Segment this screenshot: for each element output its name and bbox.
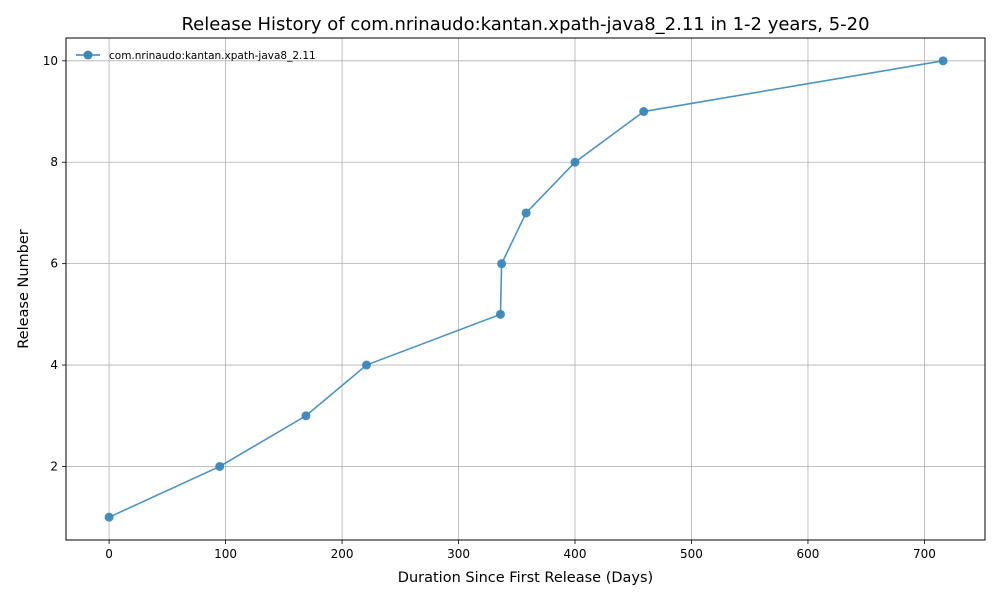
x-tick-label: 100 <box>214 547 237 561</box>
y-tick-label: 2 <box>50 459 58 473</box>
x-tick-label: 200 <box>331 547 354 561</box>
y-tick-label: 4 <box>50 358 58 372</box>
y-tick-label: 8 <box>50 155 58 169</box>
data-point <box>497 259 507 269</box>
series-layer <box>104 56 948 522</box>
x-tick-label: 0 <box>105 547 113 561</box>
y-axis-label: Release Number <box>16 229 32 349</box>
legend-marker-swatch <box>83 50 93 60</box>
x-tick-label: 300 <box>447 547 470 561</box>
legend: com.nrinaudo:kantan.xpath-java8_2.11 <box>76 50 316 62</box>
x-tick-label: 400 <box>564 547 587 561</box>
data-point <box>495 309 505 319</box>
data-point <box>938 56 948 66</box>
data-point <box>639 107 649 117</box>
data-point <box>521 208 531 218</box>
data-point <box>570 157 580 167</box>
legend-label: com.nrinaudo:kantan.xpath-java8_2.11 <box>109 50 316 62</box>
axis-ticks: 0 100 200 300 400 500 600 700 2 4 6 8 10 <box>43 54 936 561</box>
data-point <box>301 411 311 421</box>
data-point <box>104 512 114 522</box>
y-tick-label: 6 <box>50 257 58 271</box>
plot-area-frame <box>65 37 986 541</box>
series-line <box>108 60 944 518</box>
y-tick-label: 10 <box>43 54 58 68</box>
data-point <box>215 461 225 471</box>
x-tick-label: 700 <box>913 547 936 561</box>
chart-title: Release History of com.nrinaudo:kantan.x… <box>181 14 869 35</box>
data-point <box>362 360 372 370</box>
x-tick-label: 500 <box>680 547 703 561</box>
x-tick-label: 600 <box>797 547 820 561</box>
x-axis-label: Duration Since First Release (Days) <box>398 570 653 586</box>
